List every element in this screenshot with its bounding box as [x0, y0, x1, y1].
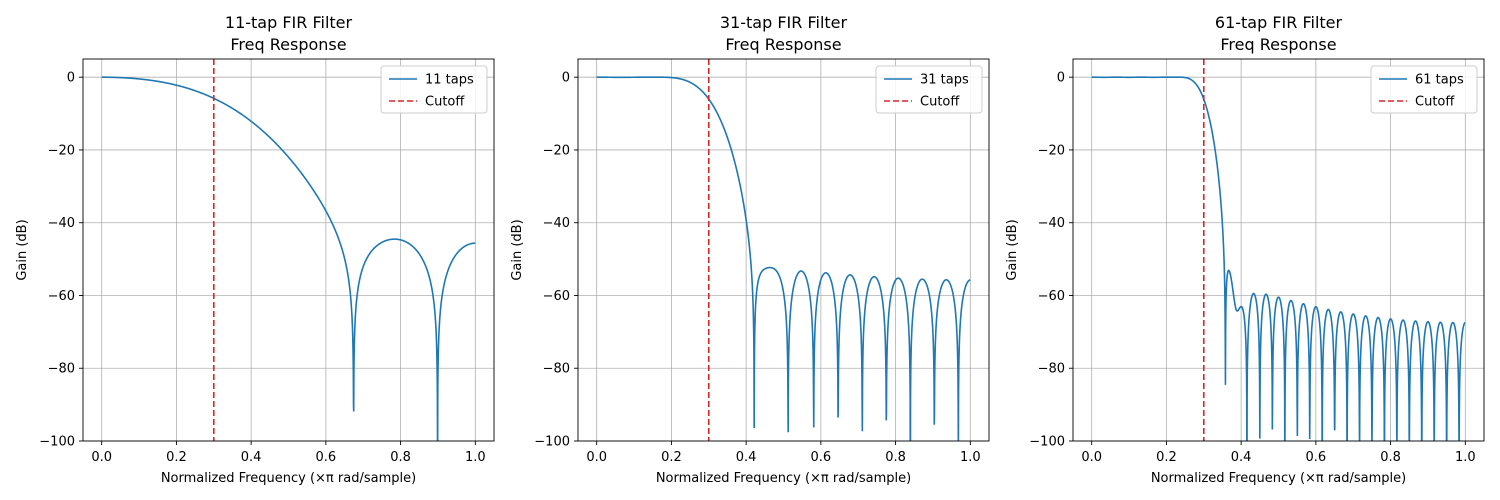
y-tick-label: −60 — [48, 289, 75, 304]
x-tick-label: 0.2 — [166, 450, 187, 465]
subplot-3: 0.0 0.2 0.4 0.6 0.8 1.0 0 −20 −40 −60 −80 −100 61-ta… — [1005, 13, 1485, 486]
y-tick-label: −40 — [543, 216, 570, 231]
y-tick-label: 0 — [562, 71, 570, 86]
subplot-1: 0.0 0.2 0.4 0.6 0.8 1.0 0 −20 −40 −60 −80 −100 11-ta… — [15, 13, 495, 486]
response-line — [101, 76, 476, 441]
legend: 31 taps Cutoff — [875, 65, 983, 114]
x-axis-label: Normalized Frequency (×π rad/sample) — [656, 471, 911, 486]
x-tick-label: 0.2 — [661, 450, 682, 465]
x-tick-label: 0.8 — [1380, 450, 1401, 465]
legend-label-cutoff: Cutoff — [920, 95, 960, 110]
x-tick-label: 1.0 — [960, 450, 981, 465]
y-tick-label: −80 — [543, 362, 570, 377]
axes-frame — [577, 58, 990, 442]
x-axis-label: Normalized Frequency (×π rad/sample) — [1151, 471, 1406, 486]
y-tick-label: −40 — [1038, 216, 1065, 231]
y-tick-label: −40 — [48, 216, 75, 231]
legend-label-cutoff: Cutoff — [1415, 95, 1455, 110]
legend-label-response: 61 taps — [1415, 73, 1464, 88]
chart-title: 31-tap FIR Filter — [720, 13, 848, 32]
y-tick-label: −20 — [543, 143, 570, 158]
y-axis-label: Gain (dB) — [1005, 219, 1020, 280]
y-tick-label: −80 — [48, 362, 75, 377]
y-tick-label: −80 — [1038, 362, 1065, 377]
y-tick-label: −100 — [39, 435, 75, 450]
x-tick-label: 0.6 — [316, 450, 337, 465]
chart-title: 61-tap FIR Filter — [1215, 13, 1343, 32]
x-tick-label: 0.4 — [241, 450, 262, 465]
response-line — [1091, 76, 1466, 441]
axes-frame — [82, 58, 495, 442]
x-tick-label: 1.0 — [465, 450, 486, 465]
legend: 61 taps Cutoff — [1370, 65, 1478, 114]
x-tick-label: 0.0 — [1081, 450, 1102, 465]
subplot-2: 0.0 0.2 0.4 0.6 0.8 1.0 0 −20 −40 −60 −80 −100 31-ta… — [510, 13, 990, 486]
y-tick-label: 0 — [1057, 71, 1065, 86]
legend-label-response: 31 taps — [920, 73, 969, 88]
y-tick-label: 0 — [67, 71, 75, 86]
x-tick-label: 0.6 — [1306, 450, 1327, 465]
y-tick-label: −20 — [1038, 143, 1065, 158]
legend-label-cutoff: Cutoff — [425, 95, 465, 110]
chart-title: 11-tap FIR Filter — [225, 13, 353, 32]
x-axis-label: Normalized Frequency (×π rad/sample) — [161, 471, 416, 486]
axes-frame — [1072, 58, 1485, 442]
y-tick-label: −60 — [1038, 289, 1065, 304]
x-tick-label: 0.4 — [736, 450, 757, 465]
chart-subtitle: Freq Response — [725, 35, 841, 54]
legend-label-response: 11 taps — [425, 73, 474, 88]
y-tick-label: −100 — [1029, 435, 1065, 450]
legend: 11 taps Cutoff — [380, 65, 488, 114]
y-axis-label: Gain (dB) — [15, 219, 30, 280]
y-axis-label: Gain (dB) — [510, 219, 525, 280]
x-tick-label: 0.2 — [1156, 450, 1177, 465]
chart-subtitle: Freq Response — [230, 35, 346, 54]
x-tick-label: 0.8 — [885, 450, 906, 465]
response-line — [596, 76, 971, 441]
y-tick-label: −100 — [534, 435, 570, 450]
x-tick-label: 0.0 — [91, 450, 112, 465]
y-tick-label: −20 — [48, 143, 75, 158]
chart-subtitle: Freq Response — [1220, 35, 1336, 54]
x-tick-label: 0.4 — [1231, 450, 1252, 465]
y-tick-label: −60 — [543, 289, 570, 304]
x-tick-label: 0.8 — [390, 450, 411, 465]
x-tick-label: 0.0 — [586, 450, 607, 465]
x-tick-label: 1.0 — [1455, 450, 1476, 465]
x-tick-label: 0.6 — [811, 450, 832, 465]
